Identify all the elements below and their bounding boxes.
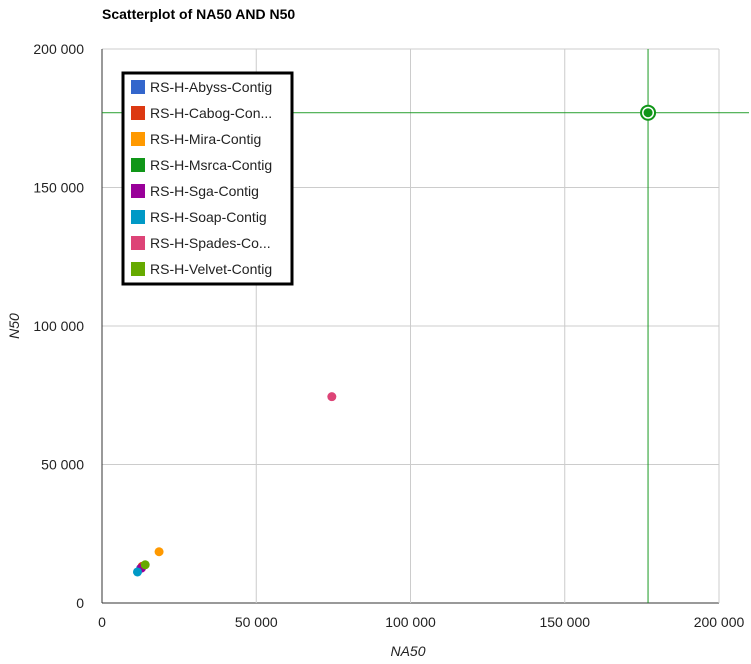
data-points <box>132 104 657 577</box>
legend-entry[interactable]: RS-H-Sga-Contig <box>150 183 259 199</box>
x-tick-label: 50 000 <box>235 614 278 630</box>
y-tick-label: 200 000 <box>33 41 84 57</box>
legend-swatch <box>131 132 145 146</box>
data-point[interactable] <box>132 567 142 577</box>
legend-entry[interactable]: RS-H-Soap-Contig <box>150 209 267 225</box>
legend-swatch <box>131 158 145 172</box>
y-tick-label: 150 000 <box>33 180 84 196</box>
legend-swatch <box>131 210 145 224</box>
x-tick-label: 0 <box>98 614 106 630</box>
legend-swatch <box>131 106 145 120</box>
data-point[interactable] <box>327 392 337 402</box>
legend-entry[interactable]: RS-H-Spades-Co... <box>150 235 271 251</box>
y-tick-label: 50 000 <box>41 457 84 473</box>
legend-swatch <box>131 262 145 276</box>
legend-swatch <box>131 184 145 198</box>
legend-entry[interactable]: RS-H-Abyss-Contig <box>150 79 272 95</box>
data-point[interactable] <box>154 547 164 557</box>
legend-entry[interactable]: RS-H-Cabog-Con... <box>150 105 272 121</box>
data-point[interactable] <box>643 108 653 118</box>
legend-box <box>121 71 294 286</box>
x-tick-label: 200 000 <box>694 614 745 630</box>
x-axis-title: NA50 <box>390 643 425 659</box>
x-tick-label: 100 000 <box>385 614 436 630</box>
data-point[interactable] <box>140 560 150 570</box>
legend: RS-H-Abyss-Contig RS-H-Cabog-Con... RS-H-M… <box>121 71 294 286</box>
legend-entry[interactable]: RS-H-Velvet-Contig <box>150 261 272 277</box>
chart-title: Scatterplot of NA50 AND N50 <box>102 6 295 22</box>
y-tick-labels: 0 50 000 100 000 150 000 200 000 <box>33 41 84 611</box>
legend-swatch <box>131 80 145 94</box>
x-tick-label: 150 000 <box>539 614 590 630</box>
y-axis-title: N50 <box>6 313 22 339</box>
x-tick-labels: 0 50 000 100 000 150 000 200 000 <box>98 614 744 630</box>
legend-entry[interactable]: RS-H-Mira-Contig <box>150 131 261 147</box>
legend-swatch <box>131 236 145 250</box>
y-tick-label: 100 000 <box>33 318 84 334</box>
y-tick-label: 0 <box>76 595 84 611</box>
legend-entry[interactable]: RS-H-Msrca-Contig <box>150 157 272 173</box>
